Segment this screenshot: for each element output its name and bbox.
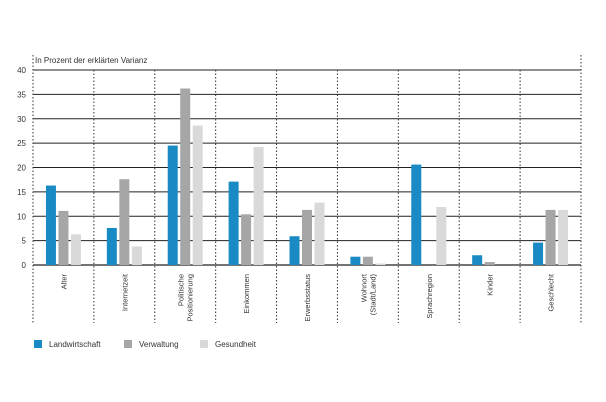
category-label: Kinder [486,274,495,296]
category-label: PolitischePositionierung [177,274,195,322]
category-label: Einkommen [242,274,251,314]
bar [70,234,81,265]
bar [558,209,569,265]
category-label: Wohnort(Stadt/Land) [359,273,377,315]
bar [45,185,56,265]
y-tick-label: 5 [22,237,27,246]
bar [362,256,373,265]
bar [289,236,300,265]
y-tick-label: 25 [17,139,26,148]
bar [58,210,69,265]
y-tick-label: 15 [17,188,26,197]
y-tick-label: 30 [17,115,26,124]
category-label: Internetzeit [120,273,129,311]
bar [436,206,447,265]
category-label-line: Geschlecht [547,273,556,311]
category-label: Sprachregion [425,274,434,319]
legend-swatch [34,340,42,348]
legend-swatch [200,340,208,348]
y-tick-label: 20 [17,164,26,173]
legend: Landwirtschaft Verwaltung Gesundheit [34,340,257,349]
y-tick-label: 40 [17,66,26,75]
bar [533,242,544,265]
bar [350,256,361,265]
category-label-line: Politische [177,274,186,306]
category-label-line: Erwerbsstatus [303,274,312,322]
bar [119,179,130,265]
category-label-line: Internetzeit [120,273,129,311]
bar [167,145,178,265]
category-label: Alter [59,273,68,289]
legend-label: Gesundheit [215,340,257,349]
bar [472,255,483,265]
bar [106,227,117,265]
y-tick-label: 0 [22,261,27,270]
legend-swatch [124,340,132,348]
category-label-line: Positionierung [186,274,195,322]
bar [253,147,264,265]
bar [484,262,495,265]
category-label-line: Sprachregion [425,274,434,319]
bar [241,214,252,265]
category-label-line: Kinder [486,274,495,296]
y-axis-title: In Prozent der erklärten Varianz [35,56,147,65]
category-label-line: (Stadt/Land) [368,274,377,316]
bar [314,202,325,265]
category-label: Geschlecht [547,273,556,311]
bar [375,263,386,265]
y-tick-labels: 0 5 10 15 20 25 30 35 40 [17,66,26,270]
category-label-line: Wohnort [359,273,368,302]
category-label-line: Alter [59,273,68,289]
bar [545,209,556,265]
y-tick-label: 10 [17,212,26,221]
bar [192,125,203,265]
category-label: Erwerbsstatus [303,274,312,322]
bar [131,246,142,265]
y-tick-label: 35 [17,90,26,99]
bars [45,88,569,266]
legend-label: Verwaltung [139,340,179,349]
category-separators [32,55,582,323]
category-labels: Alter Internetzeit PolitischePositionierun… [59,273,555,321]
bar [302,209,312,265]
bar [411,164,422,265]
bar [180,88,191,266]
legend-label: Landwirtschaft [49,340,101,349]
bar [228,181,239,265]
category-label-line: Einkommen [242,274,251,314]
